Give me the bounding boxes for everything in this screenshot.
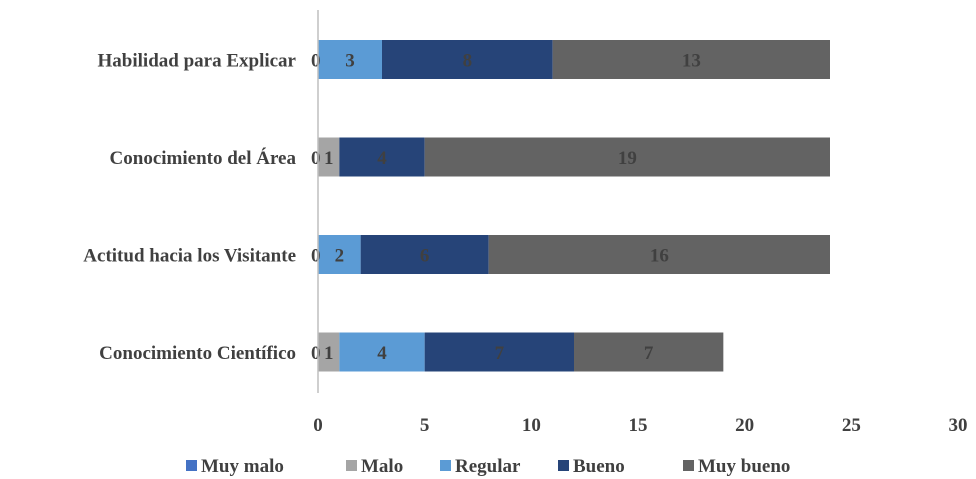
bar-segment [318,137,340,177]
legend-label: Bueno [573,456,625,477]
bar-segment [360,235,489,274]
data-label: 1 [324,148,334,169]
legend-swatch [558,460,569,471]
data-label: 13 [682,51,701,72]
legend-swatch [440,460,451,471]
category-label: Habilidad para Explicar [98,51,297,72]
data-label: 7 [495,343,505,364]
data-label: 2 [335,246,345,267]
x-tick-label: 30 [949,415,968,436]
legend-swatch [683,460,694,471]
data-label: 6 [420,246,430,267]
data-label: 3 [345,51,355,72]
legend-swatch [186,460,197,471]
x-tick-label: 15 [629,415,648,436]
data-label: 4 [377,343,387,364]
legend-label: Muy bueno [698,456,790,477]
data-label: 16 [650,246,669,267]
x-tick-label: 0 [313,415,323,436]
category-labels: Habilidad para Explicar Conocimiento del … [83,51,296,365]
bar-segment [318,235,361,274]
legend: Muy malo Malo Regular Bueno Muy bueno [186,456,790,477]
bar-segment [339,332,425,372]
bar-segment [424,332,574,372]
bar-segment [574,332,724,372]
category-label: Actitud hacia los Visitante [83,246,296,267]
bar-segment [552,40,830,79]
category-label: Conocimiento del Área [110,147,297,169]
x-tick-label: 25 [842,415,861,436]
data-label: 4 [377,148,387,169]
data-label: 19 [618,148,637,169]
legend-label: Muy malo [201,456,284,477]
x-tick-label: 5 [420,415,430,436]
category-label: Conocimiento Científico [99,343,296,364]
bar-segment [318,40,382,79]
data-labels-layer: 0 3 8 130 1 4 190 2 6 160 1 4 7 7 [311,51,701,365]
data-label: 7 [644,343,654,364]
data-label: 0 [311,343,321,364]
x-tick-labels: 0 5 10 15 20 25 30 [313,415,967,436]
data-label: 1 [324,343,334,364]
bar-segment [318,332,340,372]
legend-swatch [346,460,357,471]
bar-segment [339,137,425,177]
data-label: 8 [463,51,473,72]
x-tick-label: 20 [735,415,754,436]
x-tick-label: 10 [522,415,541,436]
data-label: 0 [311,148,321,169]
bars-layer [318,40,830,372]
bar-segment [488,235,830,274]
bar-segment [424,137,830,177]
bar-segment [382,40,553,79]
legend-label: Malo [361,456,403,477]
data-label: 0 [311,51,321,72]
data-label: 0 [311,246,321,267]
legend-label: Regular [455,456,521,477]
